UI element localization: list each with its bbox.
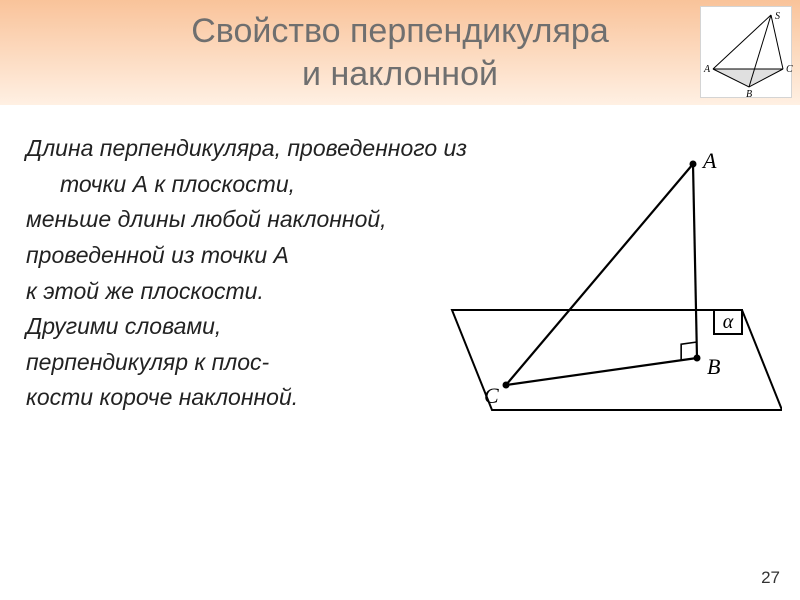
- point-b: [694, 355, 701, 362]
- corner-thumbnail: S A B C: [700, 6, 792, 98]
- thumb-label-s: S: [775, 11, 780, 22]
- thumb-base-triangle: [713, 69, 783, 87]
- slide-title: Свойство перпендикуляра и наклонной: [191, 10, 608, 95]
- label-a: A: [701, 148, 717, 173]
- diagram-svg: A B C α: [402, 140, 782, 440]
- main-diagram: A B C α: [402, 140, 782, 440]
- slide-title-banner: Свойство перпендикуляра и наклонной: [0, 0, 800, 105]
- page-number: 27: [761, 568, 780, 588]
- label-alpha: α: [723, 311, 734, 333]
- title-line-1: Свойство перпендикуляра: [191, 12, 608, 50]
- thumbnail-svg: S A B C: [701, 7, 793, 99]
- thumb-edge-sc: [771, 15, 783, 69]
- thumb-label-a: A: [703, 64, 711, 75]
- point-a: [690, 161, 697, 168]
- point-c: [503, 382, 510, 389]
- label-b: B: [707, 354, 720, 379]
- thumb-label-b: B: [746, 89, 752, 99]
- label-c: C: [484, 383, 499, 408]
- title-line-2: и наклонной: [302, 55, 498, 93]
- thumb-label-c: C: [786, 64, 793, 75]
